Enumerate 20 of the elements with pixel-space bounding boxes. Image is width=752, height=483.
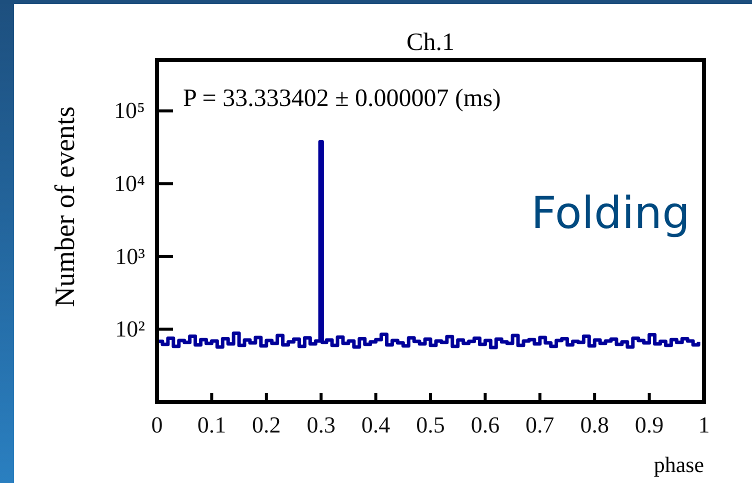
y-tick-label: 10⁵ <box>114 98 145 124</box>
x-tick-label: 0.8 <box>580 412 609 438</box>
x-tick-label: 1 <box>698 412 710 438</box>
annotation: Folding <box>531 188 690 239</box>
x-tick-label: 0.2 <box>252 412 281 438</box>
x-tick-label: 0.7 <box>526 412 554 438</box>
x-tick-label: 0.1 <box>197 412 226 438</box>
x-tick-label: 0.5 <box>416 412 445 438</box>
x-tick-label: 0 <box>151 412 163 438</box>
y-tick-label: 10² <box>115 316 146 342</box>
annotation: P = 33.333402 ± 0.000007 (ms) <box>183 85 501 112</box>
x-tick-label: 0.3 <box>306 412 336 438</box>
x-axis-title: phase <box>654 452 704 477</box>
x-tick-label: 0.4 <box>361 412 391 438</box>
y-axis-title: Number of events <box>50 106 81 307</box>
x-tick-label: 0.6 <box>470 412 500 438</box>
y-tick-label: 10⁴ <box>114 171 145 196</box>
y-tick-label: 10³ <box>115 244 146 269</box>
x-tick-label: 0.9 <box>634 412 664 438</box>
chart-title: Ch.1 <box>406 29 454 56</box>
